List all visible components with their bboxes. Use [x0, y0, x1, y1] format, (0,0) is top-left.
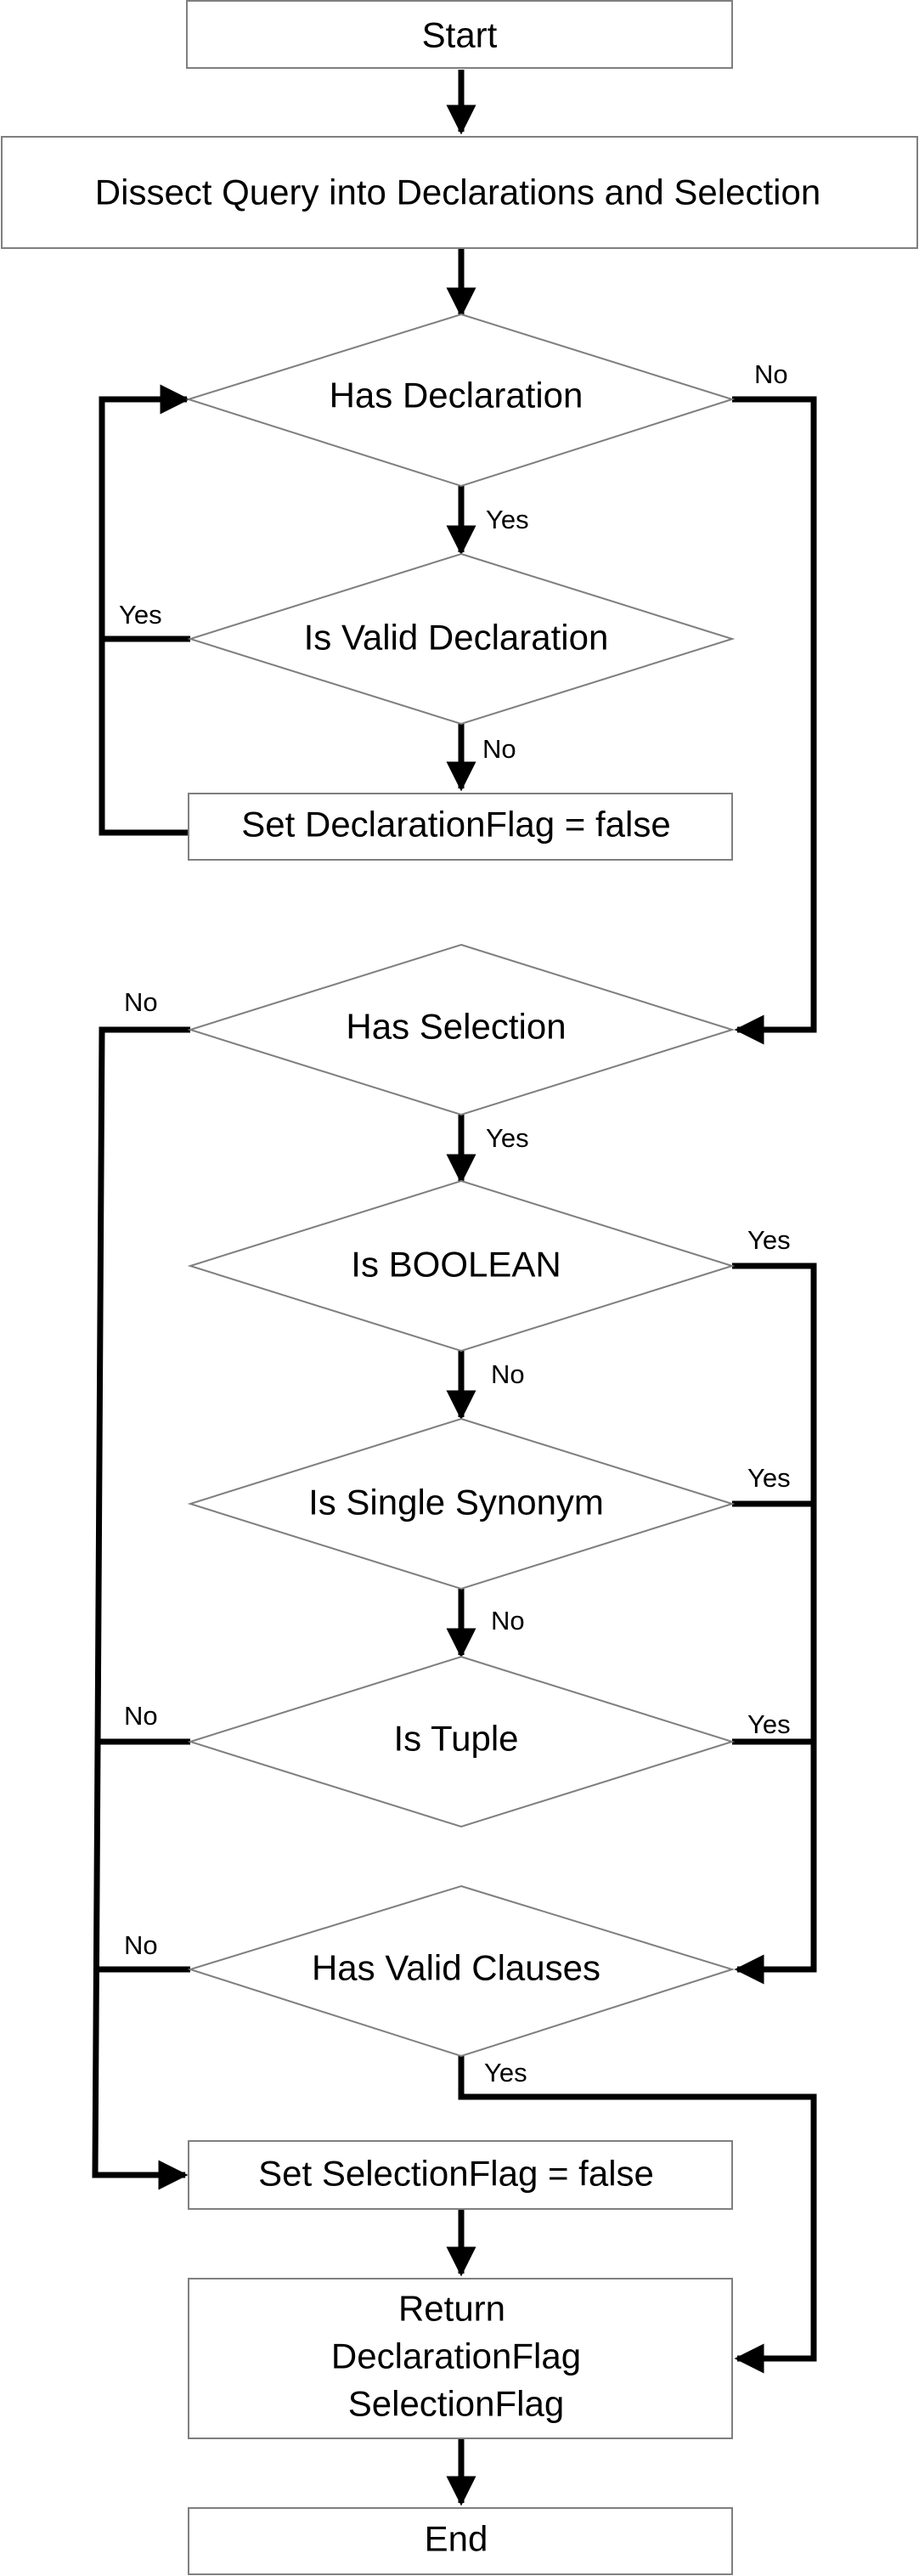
- is-tuple-no-label: No: [124, 1701, 158, 1731]
- node-set-declaration-flag: Set DeclarationFlag = false: [188, 793, 733, 861]
- return-label-line-1: Return: [398, 2289, 505, 2329]
- is-single-synonym-yes-label: Yes: [747, 1463, 791, 1493]
- start-label: Start: [422, 15, 498, 55]
- node-is-valid-declaration: Is Valid Declaration: [187, 552, 736, 726]
- is-valid-declaration-diamond: [187, 552, 736, 726]
- has-valid-clauses-diamond: [187, 1884, 736, 2058]
- has-selection-diamond: [187, 943, 736, 1116]
- edge-has-selection-no: [92, 1026, 190, 2190]
- has-declaration-no-label: No: [754, 359, 788, 389]
- edges: [92, 70, 817, 2506]
- has-valid-clauses-label: Has Valid Clauses: [312, 1948, 600, 1988]
- is-tuple-yes-label: Yes: [747, 1709, 791, 1739]
- start-box: [186, 0, 733, 69]
- has-valid-clauses-yes-label: Yes: [484, 2058, 527, 2087]
- has-declaration-diamond: [185, 313, 736, 488]
- is-single-synonym-diamond: [187, 1417, 736, 1590]
- has-selection-no-label: No: [124, 987, 158, 1017]
- has-selection-label: Has Selection: [346, 1007, 566, 1047]
- set-selection-flag-label: Set SelectionFlag = false: [258, 2154, 654, 2194]
- dissect-box: [1, 136, 918, 249]
- has-declaration-label: Has Declaration: [330, 376, 584, 415]
- has-declaration-yes-label: Yes: [486, 505, 529, 534]
- edge-labels: No Yes Yes No No Yes Yes No Yes No No Ye…: [119, 359, 791, 2087]
- set-declaration-flag-label: Set DeclarationFlag = false: [241, 805, 670, 845]
- node-is-boolean: Is BOOLEAN: [187, 1179, 736, 1353]
- is-boolean-label: Is BOOLEAN: [351, 1245, 561, 1285]
- end-box: [188, 2507, 733, 2575]
- edge-is-boolean-yes: [732, 1263, 817, 1985]
- is-boolean-no-label: No: [491, 1359, 525, 1389]
- return-label-line-3: SelectionFlag: [348, 2384, 564, 2424]
- end-label: End: [425, 2519, 488, 2559]
- node-is-tuple: Is Tuple: [187, 1655, 736, 1828]
- is-boolean-yes-label: Yes: [747, 1225, 791, 1255]
- node-set-selection-flag: Set SelectionFlag = false: [188, 2140, 733, 2210]
- is-valid-declaration-no-label: No: [482, 734, 516, 764]
- edge-set-declaration-flag-loop: [99, 384, 190, 836]
- node-is-single-synonym: Is Single Synonym: [187, 1417, 736, 1590]
- is-single-synonym-label: Is Single Synonym: [308, 1483, 604, 1522]
- edge-has-declaration-no: [732, 396, 817, 1045]
- is-tuple-diamond: [187, 1655, 736, 1828]
- node-dissect: Dissect Query into Declarations and Sele…: [1, 136, 918, 249]
- node-has-valid-clauses: Has Valid Clauses: [187, 1884, 736, 2058]
- node-start: Start: [186, 0, 733, 69]
- has-selection-yes-label: Yes: [486, 1123, 529, 1153]
- node-has-declaration: Has Declaration: [185, 313, 736, 488]
- return-box: [188, 2278, 733, 2439]
- dissect-label: Dissect Query into Declarations and Sele…: [95, 172, 820, 212]
- return-label-line-2: DeclarationFlag: [331, 2336, 581, 2376]
- is-single-synonym-no-label: No: [491, 1606, 525, 1635]
- node-end: End: [188, 2507, 733, 2575]
- edge-has-valid-clauses-yes: [458, 2056, 817, 2374]
- is-valid-declaration-yes-label: Yes: [119, 600, 162, 630]
- set-selection-flag-box: [188, 2140, 733, 2210]
- is-boolean-diamond: [187, 1179, 736, 1353]
- node-return: Return DeclarationFlag SelectionFlag: [188, 2278, 733, 2439]
- node-has-selection: Has Selection: [187, 943, 736, 1116]
- is-valid-declaration-label: Is Valid Declaration: [304, 618, 609, 658]
- set-declaration-flag-box: [188, 793, 733, 861]
- is-tuple-label: Is Tuple: [393, 1719, 518, 1759]
- has-valid-clauses-no-label: No: [124, 1930, 158, 1960]
